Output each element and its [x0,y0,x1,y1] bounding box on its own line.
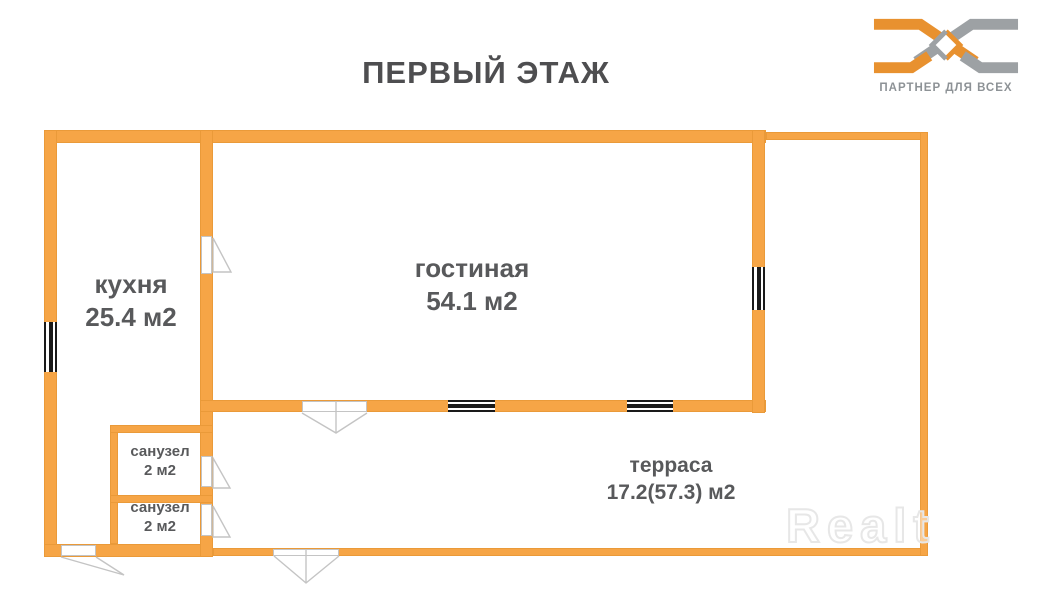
room-area: 2 м2 [144,518,176,535]
room-name: терраса [629,454,713,477]
wall-bathroom-mid [110,495,213,503]
room-area: 54.1 м2 [426,286,518,316]
brand-logo-icon [873,18,1019,74]
room-name: кухня [94,269,168,299]
room-label-kitchen: кухня 25.4 м2 [85,268,177,334]
page-title: ПЕРВЫЙ ЭТАЖ [362,55,610,90]
door-kitchen-exit [61,545,96,556]
window-living-bottom-2 [627,400,673,412]
wall-bathroom-top [110,425,213,433]
room-label-living: гостиная 54.1 м2 [415,252,530,318]
wall-top-terrace [766,132,928,140]
wall-bottom-terrace [213,548,928,556]
door-living-terrace [302,401,367,412]
room-area: 25.4 м2 [85,302,177,332]
brand-logo: ПАРТНЕР ДЛЯ ВСЕХ [872,14,1020,94]
room-area: 17.2(57.3) м2 [606,481,736,504]
wall-top-main [44,130,766,143]
door-bathroom-top [201,456,212,487]
wall-divider-kitchen-living [200,130,213,557]
room-label-bathroom-top: санузел 2 м2 [130,442,189,480]
room-name: санузел [130,443,190,460]
window-living-bottom-1 [448,400,495,412]
room-name: санузел [130,499,190,516]
wall-bathroom-left [110,425,118,544]
door-terrace-exit [273,549,339,556]
door-bathroom-bottom [201,504,212,536]
room-label-terrace: терраса 17.2(57.3) м2 [607,452,736,506]
wall-right-terrace [920,132,928,556]
window-kitchen-left [44,322,57,372]
window-living-right [752,267,765,310]
room-name: гостиная [414,253,530,283]
door-kitchen-living [201,236,212,274]
watermark: Realt [785,498,936,553]
room-area: 2 м2 [144,462,176,479]
brand-tagline: ПАРТНЕР ДЛЯ ВСЕХ [879,82,1013,94]
room-label-bathroom-bottom: санузел 2 м2 [130,498,189,536]
